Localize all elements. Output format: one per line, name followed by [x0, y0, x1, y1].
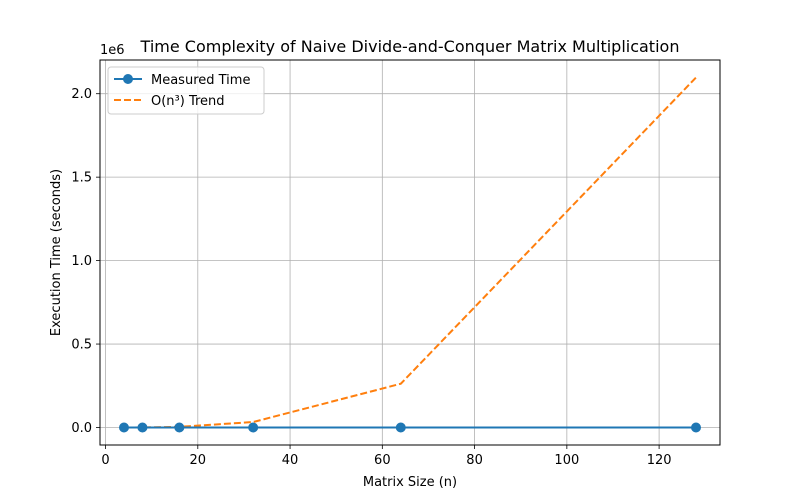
x-tick-label: 80 — [466, 453, 483, 468]
series-line-o-n-trend — [123, 76, 697, 429]
x-tick-label: 20 — [190, 453, 207, 468]
legend-entry-measured-time: Measured Time — [114, 73, 250, 88]
x-tick-label: 100 — [554, 453, 579, 468]
x-tick-label: 40 — [282, 453, 299, 468]
legend-box — [107, 66, 265, 115]
legend-label-measured-time: Measured Time — [151, 73, 250, 88]
chart-title: Time Complexity of Naive Divide-and-Conq… — [140, 37, 680, 56]
y-axis-offset-label: 1e6 — [100, 43, 125, 58]
axis-ticks: 0 20 40 60 80 100 120 0.0 0.5 1.0 1.5 2.0 — [71, 87, 671, 468]
grid — [100, 60, 720, 445]
legend-label-on3-trend: O(n³) Trend — [151, 94, 225, 109]
x-tick-label: 120 — [647, 453, 672, 468]
data-point-measured-time — [691, 422, 702, 433]
data-point-measured-time — [248, 422, 259, 433]
data-point-measured-time — [137, 422, 148, 433]
y-tick-label: 1.5 — [71, 171, 92, 186]
data-point-measured-time — [174, 422, 185, 433]
plot-frame — [99, 59, 721, 446]
y-tick-label: 0.5 — [71, 338, 92, 353]
y-tick-label: 0.0 — [71, 421, 92, 436]
y-tick-label: 1.0 — [71, 254, 92, 269]
data-point-measured-time — [395, 422, 406, 433]
legend-marker-measured-time — [123, 74, 133, 84]
data-point-measured-time — [118, 422, 129, 433]
x-axis-label: Matrix Size (n) — [363, 475, 457, 490]
legend-entry-on3-trend: O(n³) Trend — [114, 94, 225, 109]
y-axis-label: Execution Time (seconds) — [49, 169, 64, 336]
x-tick-label: 60 — [374, 453, 391, 468]
y-tick-label: 2.0 — [71, 87, 92, 102]
legend: Measured Time O(n³) Trend — [107, 66, 265, 115]
plot-series — [118, 76, 702, 433]
x-tick-label: 0 — [101, 453, 109, 468]
